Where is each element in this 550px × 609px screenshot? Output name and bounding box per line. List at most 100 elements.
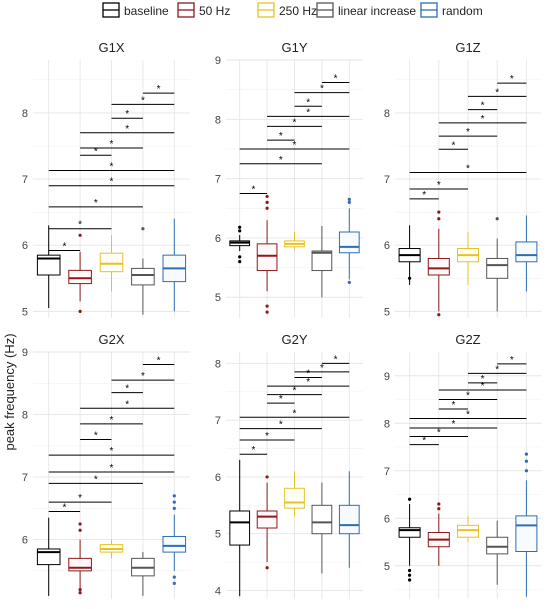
outlier-point	[78, 588, 82, 592]
box-iqr	[131, 267, 155, 286]
significance-bar: *	[239, 184, 268, 195]
box-1	[36, 225, 61, 309]
y-tick-label: 6	[384, 513, 390, 525]
significance-bar: *	[80, 399, 175, 410]
box-iqr	[515, 241, 538, 263]
box-3	[456, 515, 480, 542]
significance-star: *	[466, 391, 470, 402]
significance-star: *	[110, 177, 114, 188]
significance-star: *	[495, 364, 499, 375]
significance-star: *	[251, 445, 255, 456]
outlier-point	[265, 206, 269, 210]
box-iqr	[256, 510, 278, 529]
significance-star: *	[293, 386, 297, 397]
significance-bar: *	[239, 445, 268, 456]
y-tick-label: 8	[22, 410, 28, 422]
panel-title: G1X	[98, 40, 124, 55]
box-4	[311, 482, 333, 574]
significance-bar: *	[239, 408, 350, 419]
significance-star: *	[293, 140, 297, 151]
significance-bar: *	[409, 436, 439, 447]
significance-star: *	[293, 117, 297, 128]
significance-bar: *	[142, 84, 175, 95]
significance-star: *	[422, 190, 426, 201]
legend-item: 250 Hz	[257, 2, 317, 18]
legend-item: 50 Hz	[177, 2, 230, 18]
outlier-point	[238, 255, 242, 259]
significance-star: *	[466, 163, 470, 174]
significance-bar: *	[239, 420, 322, 431]
box-iqr	[311, 250, 333, 272]
box-4	[486, 520, 509, 585]
legend: baseline 50 Hz 250 Hz linear increase random	[102, 2, 483, 18]
significance-bar: *	[468, 101, 498, 112]
significance-bar: *	[409, 190, 439, 201]
significance-star: *	[125, 384, 129, 395]
box-iqr	[338, 231, 360, 254]
box-iqr	[256, 243, 278, 272]
legend-label: random	[442, 4, 483, 18]
significance-star: *	[451, 419, 455, 430]
box-2	[68, 233, 92, 313]
significance-star: *	[481, 374, 485, 385]
y-tick-label: 6	[22, 240, 28, 252]
significance-bar: *	[111, 371, 175, 382]
outlier-point	[172, 581, 176, 585]
significance-star: *	[481, 101, 485, 112]
significance-star: *	[94, 198, 98, 209]
y-tick-label: 9	[384, 371, 390, 383]
significance-star: *	[110, 446, 114, 457]
significance-bar: *	[438, 140, 468, 151]
legend-label: linear increase	[338, 4, 416, 18]
box-3	[99, 539, 124, 559]
box-2	[427, 210, 450, 317]
y-tick-label: 5	[384, 561, 390, 573]
significance-bar: *	[48, 502, 81, 513]
significance-star: *	[320, 363, 324, 374]
significance-bar: *	[497, 355, 527, 366]
box-iqr	[229, 510, 251, 546]
box-3	[456, 232, 480, 285]
y-tick-label: 5	[215, 292, 221, 304]
outlier-point	[347, 280, 351, 285]
outlier-point	[172, 506, 176, 510]
significance-star: *	[279, 420, 283, 431]
significance-star: *	[251, 184, 255, 195]
box-iqr	[398, 527, 421, 538]
y-tick-label: 9	[22, 347, 28, 359]
significance-bar: *	[409, 419, 498, 430]
significance-star: *	[306, 97, 310, 108]
significance-bar: *	[438, 114, 527, 125]
y-tick-label: 5	[384, 306, 390, 318]
box-iqr	[515, 515, 538, 552]
significance-star: *	[510, 355, 514, 366]
significance-bar: *	[239, 155, 322, 166]
significance-star: *	[110, 139, 114, 150]
significance-star: *	[451, 400, 455, 411]
y-tick-label: 6	[22, 535, 28, 547]
significance-bar: *	[497, 74, 527, 85]
box-iqr	[284, 487, 305, 509]
panel-g1z: G1Z 5 6 7 8 * * * * * * * * *	[384, 40, 541, 318]
y-tick-label: 8	[384, 418, 390, 430]
legend-item: random	[420, 2, 483, 18]
significance-bar: *	[438, 127, 498, 138]
y-tick-label: 6	[384, 240, 390, 252]
significance-star: *	[125, 399, 129, 410]
box-iqr	[311, 504, 333, 535]
outlier-point	[141, 227, 145, 231]
y-tick-label: 5	[215, 529, 221, 541]
y-tick-label: 4	[215, 585, 221, 597]
y-tick-label: 7	[22, 174, 28, 186]
box-1	[398, 497, 421, 582]
outlier-point	[265, 194, 269, 199]
panel-title: G2Z	[455, 332, 480, 347]
significance-star: *	[451, 140, 455, 151]
significance-bar: *	[267, 377, 350, 388]
outlier-point	[437, 313, 441, 317]
outlier-point	[172, 500, 176, 504]
outlier-point	[172, 494, 176, 498]
significance-star: *	[466, 127, 470, 138]
significance-bar: *	[111, 95, 175, 106]
